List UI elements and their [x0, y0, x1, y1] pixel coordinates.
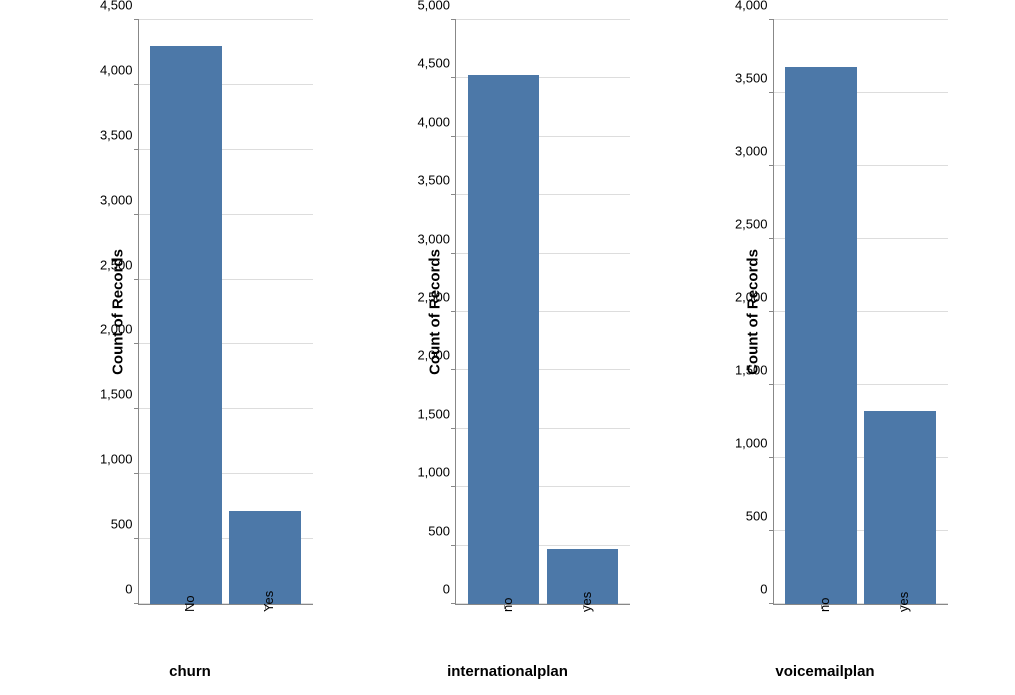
ytick-label: 1,500 — [100, 387, 133, 402]
x-axis-label: churn — [169, 663, 211, 680]
bar — [864, 411, 935, 604]
bar-slot: Yes — [226, 20, 305, 604]
ytick-label: 4,000 — [417, 114, 450, 129]
ytick-label: 1,000 — [417, 465, 450, 480]
ytick-label: 1,500 — [735, 363, 768, 378]
plot-area: 05001,0001,5002,0002,5003,0003,5004,0004… — [455, 20, 630, 605]
ytick-label: 5,000 — [417, 0, 450, 13]
chart-panel-internationalplan: Count of Recordsinternationalplan05001,0… — [380, 15, 635, 675]
ytick-label: 1,500 — [417, 406, 450, 421]
ytick-label: 3,500 — [417, 173, 450, 188]
ytick-label: 4,500 — [417, 56, 450, 71]
ytick-label: 0 — [760, 582, 767, 597]
ytick-label: 0 — [443, 582, 450, 597]
ytick-label: 2,500 — [417, 290, 450, 305]
ytick-label: 2,500 — [735, 217, 768, 232]
bars: noyes — [456, 20, 630, 604]
ytick-label: 1,000 — [100, 452, 133, 467]
bar-slot: No — [147, 20, 226, 604]
ytick-label: 4,000 — [100, 62, 133, 77]
plot-area: 05001,0001,5002,0002,5003,0003,5004,000n… — [773, 20, 948, 605]
xtick-label: yes — [579, 592, 594, 612]
ytick-label: 4,500 — [100, 0, 133, 13]
ytick-label: 2,000 — [735, 290, 768, 305]
ytick-label: 500 — [746, 509, 768, 524]
y-axis-label: Count of Records — [744, 249, 761, 375]
ytick-label: 3,000 — [100, 192, 133, 207]
x-axis-label: internationalplan — [447, 663, 568, 680]
chart-panel-voicemailplan: Count of Recordsvoicemailplan05001,0001,… — [698, 15, 953, 675]
xtick-label: Yes — [261, 591, 276, 612]
bars: NoYes — [139, 20, 313, 604]
chart-panel-churn: Count of Recordschurn05001,0001,5002,000… — [63, 15, 318, 675]
ytick-label: 3,500 — [100, 127, 133, 142]
xtick-label: no — [817, 598, 832, 612]
x-axis-label: voicemailplan — [775, 663, 874, 680]
ytick-label: 1,000 — [735, 436, 768, 451]
xtick-label: no — [500, 598, 515, 612]
ytick-label: 2,000 — [100, 322, 133, 337]
bar-slot: yes — [543, 20, 622, 604]
ytick-label: 3,000 — [417, 231, 450, 246]
xtick-label: yes — [896, 592, 911, 612]
bar — [468, 75, 539, 604]
chart-container: Count of Recordschurn05001,0001,5002,000… — [0, 0, 1015, 695]
ytick-label: 0 — [125, 582, 132, 597]
bar-slot: yes — [861, 20, 940, 604]
ytick-label: 2,500 — [100, 257, 133, 272]
ytick-label: 2,000 — [417, 348, 450, 363]
bars: noyes — [774, 20, 948, 604]
ytick-label: 500 — [428, 523, 450, 538]
xtick-label: No — [182, 595, 197, 612]
ytick-label: 3,500 — [735, 71, 768, 86]
plot-area: 05001,0001,5002,0002,5003,0003,5004,0004… — [138, 20, 313, 605]
bar-slot: no — [782, 20, 861, 604]
ytick-label: 4,000 — [735, 0, 768, 13]
ytick-label: 500 — [111, 517, 133, 532]
bar-slot: no — [464, 20, 543, 604]
ytick-label: 3,000 — [735, 144, 768, 159]
bar — [150, 46, 221, 604]
bar — [785, 67, 856, 604]
